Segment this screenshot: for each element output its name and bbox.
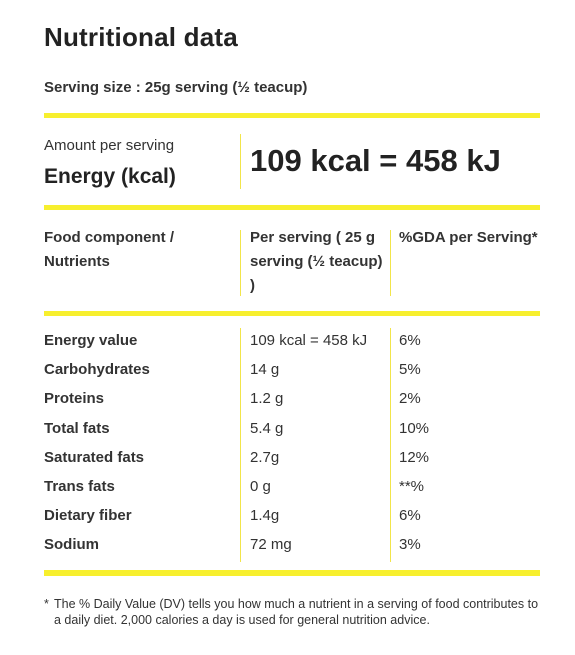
- column-divider: [390, 532, 391, 562]
- column-divider: [240, 386, 241, 416]
- nutrient-per-serving: 109 kcal = 458 kJ: [250, 332, 368, 349]
- column-divider: [390, 415, 391, 445]
- table-row: Trans fats 0 g **%: [44, 473, 540, 504]
- nutrient-gda: 5%: [399, 361, 421, 379]
- nutrient-gda: 10%: [399, 419, 430, 437]
- footnote-marker: *: [44, 597, 49, 611]
- column-divider: [240, 134, 241, 189]
- footnote-text: The % Daily Value (DV) tells you how muc…: [54, 597, 539, 627]
- nutrient-per-serving: 1.2 g: [250, 390, 284, 408]
- table-row: Proteins 1.2 g 2%: [44, 386, 540, 416]
- column-divider: [390, 328, 391, 358]
- nutrient-name: Proteins: [44, 390, 105, 408]
- nutrient-gda: 3%: [399, 536, 421, 554]
- column-divider: [390, 357, 391, 387]
- column-divider: [240, 357, 241, 387]
- header-gda: %GDA per Serving*: [399, 229, 538, 246]
- serving-size: Serving size : 25g serving (½ teacup): [44, 79, 308, 96]
- nutrient-per-serving: 5.4 g: [250, 419, 284, 437]
- nutrient-name: Carbohydrates: [44, 361, 150, 379]
- accent-divider: [44, 570, 540, 576]
- table-row: Total fats 5.4 g 10%: [44, 415, 540, 445]
- column-divider: [390, 230, 391, 296]
- header-food-component: Food component / Nutrients: [44, 229, 174, 270]
- table-row: Dietary fiber 1.4g 6%: [44, 503, 540, 533]
- column-divider: [240, 473, 241, 504]
- nutrient-name: Sodium: [44, 536, 99, 554]
- column-divider: [390, 444, 391, 474]
- accent-divider: [44, 311, 540, 316]
- column-divider: [240, 415, 241, 445]
- column-divider: [240, 230, 241, 296]
- column-divider: [240, 328, 241, 358]
- nutrient-per-serving: 14 g: [250, 361, 280, 379]
- column-divider: [390, 503, 391, 533]
- nutrient-name: Dietary fiber: [44, 507, 132, 525]
- nutrient-gda: 6%: [399, 507, 421, 525]
- page-title: Nutritional data: [44, 22, 238, 52]
- nutrient-per-serving: 0 g: [250, 477, 271, 495]
- nutrient-per-serving: 2.7g: [250, 448, 280, 466]
- table-header: Food component / Nutrients Per serving (…: [44, 226, 540, 298]
- energy-summary: Amount per serving Energy (kcal) 109 kca…: [44, 132, 540, 192]
- table-row: Carbohydrates 14 g 5%: [44, 357, 540, 387]
- nutrient-gda: **%: [399, 477, 425, 495]
- nutrient-gda: 6%: [399, 332, 421, 349]
- column-divider: [390, 473, 391, 504]
- header-per-serving: Per serving ( 25 g serving (½ teacup) ): [250, 229, 383, 294]
- nutrient-name: Saturated fats: [44, 448, 145, 466]
- table-row: Saturated fats 2.7g 12%: [44, 444, 540, 474]
- nutrient-gda: 12%: [399, 448, 430, 466]
- column-divider: [240, 503, 241, 533]
- column-divider: [390, 386, 391, 416]
- column-divider: [240, 444, 241, 474]
- column-divider: [240, 532, 241, 562]
- accent-divider: [44, 113, 540, 118]
- table-row: Sodium 72 mg 3%: [44, 532, 540, 562]
- nutrient-gda: 2%: [399, 390, 421, 408]
- energy-label: Energy (kcal): [44, 165, 176, 188]
- nutrient-name: Energy value: [44, 332, 138, 349]
- accent-divider: [44, 205, 540, 210]
- nutrient-name: Total fats: [44, 419, 110, 437]
- amount-per-serving-label: Amount per serving: [44, 137, 175, 154]
- nutrient-per-serving: 72 mg: [250, 536, 292, 554]
- nutrient-per-serving: 1.4g: [250, 507, 280, 525]
- nutrient-table: Energy value 109 kcal = 458 kJ 6% Carboh…: [44, 328, 540, 562]
- energy-value: 109 kcal = 458 kJ: [250, 143, 501, 178]
- nutrient-name: Trans fats: [44, 477, 115, 495]
- footnote: * The % Daily Value (DV) tells you how m…: [44, 596, 544, 628]
- table-row: Energy value 109 kcal = 458 kJ 6%: [44, 328, 540, 358]
